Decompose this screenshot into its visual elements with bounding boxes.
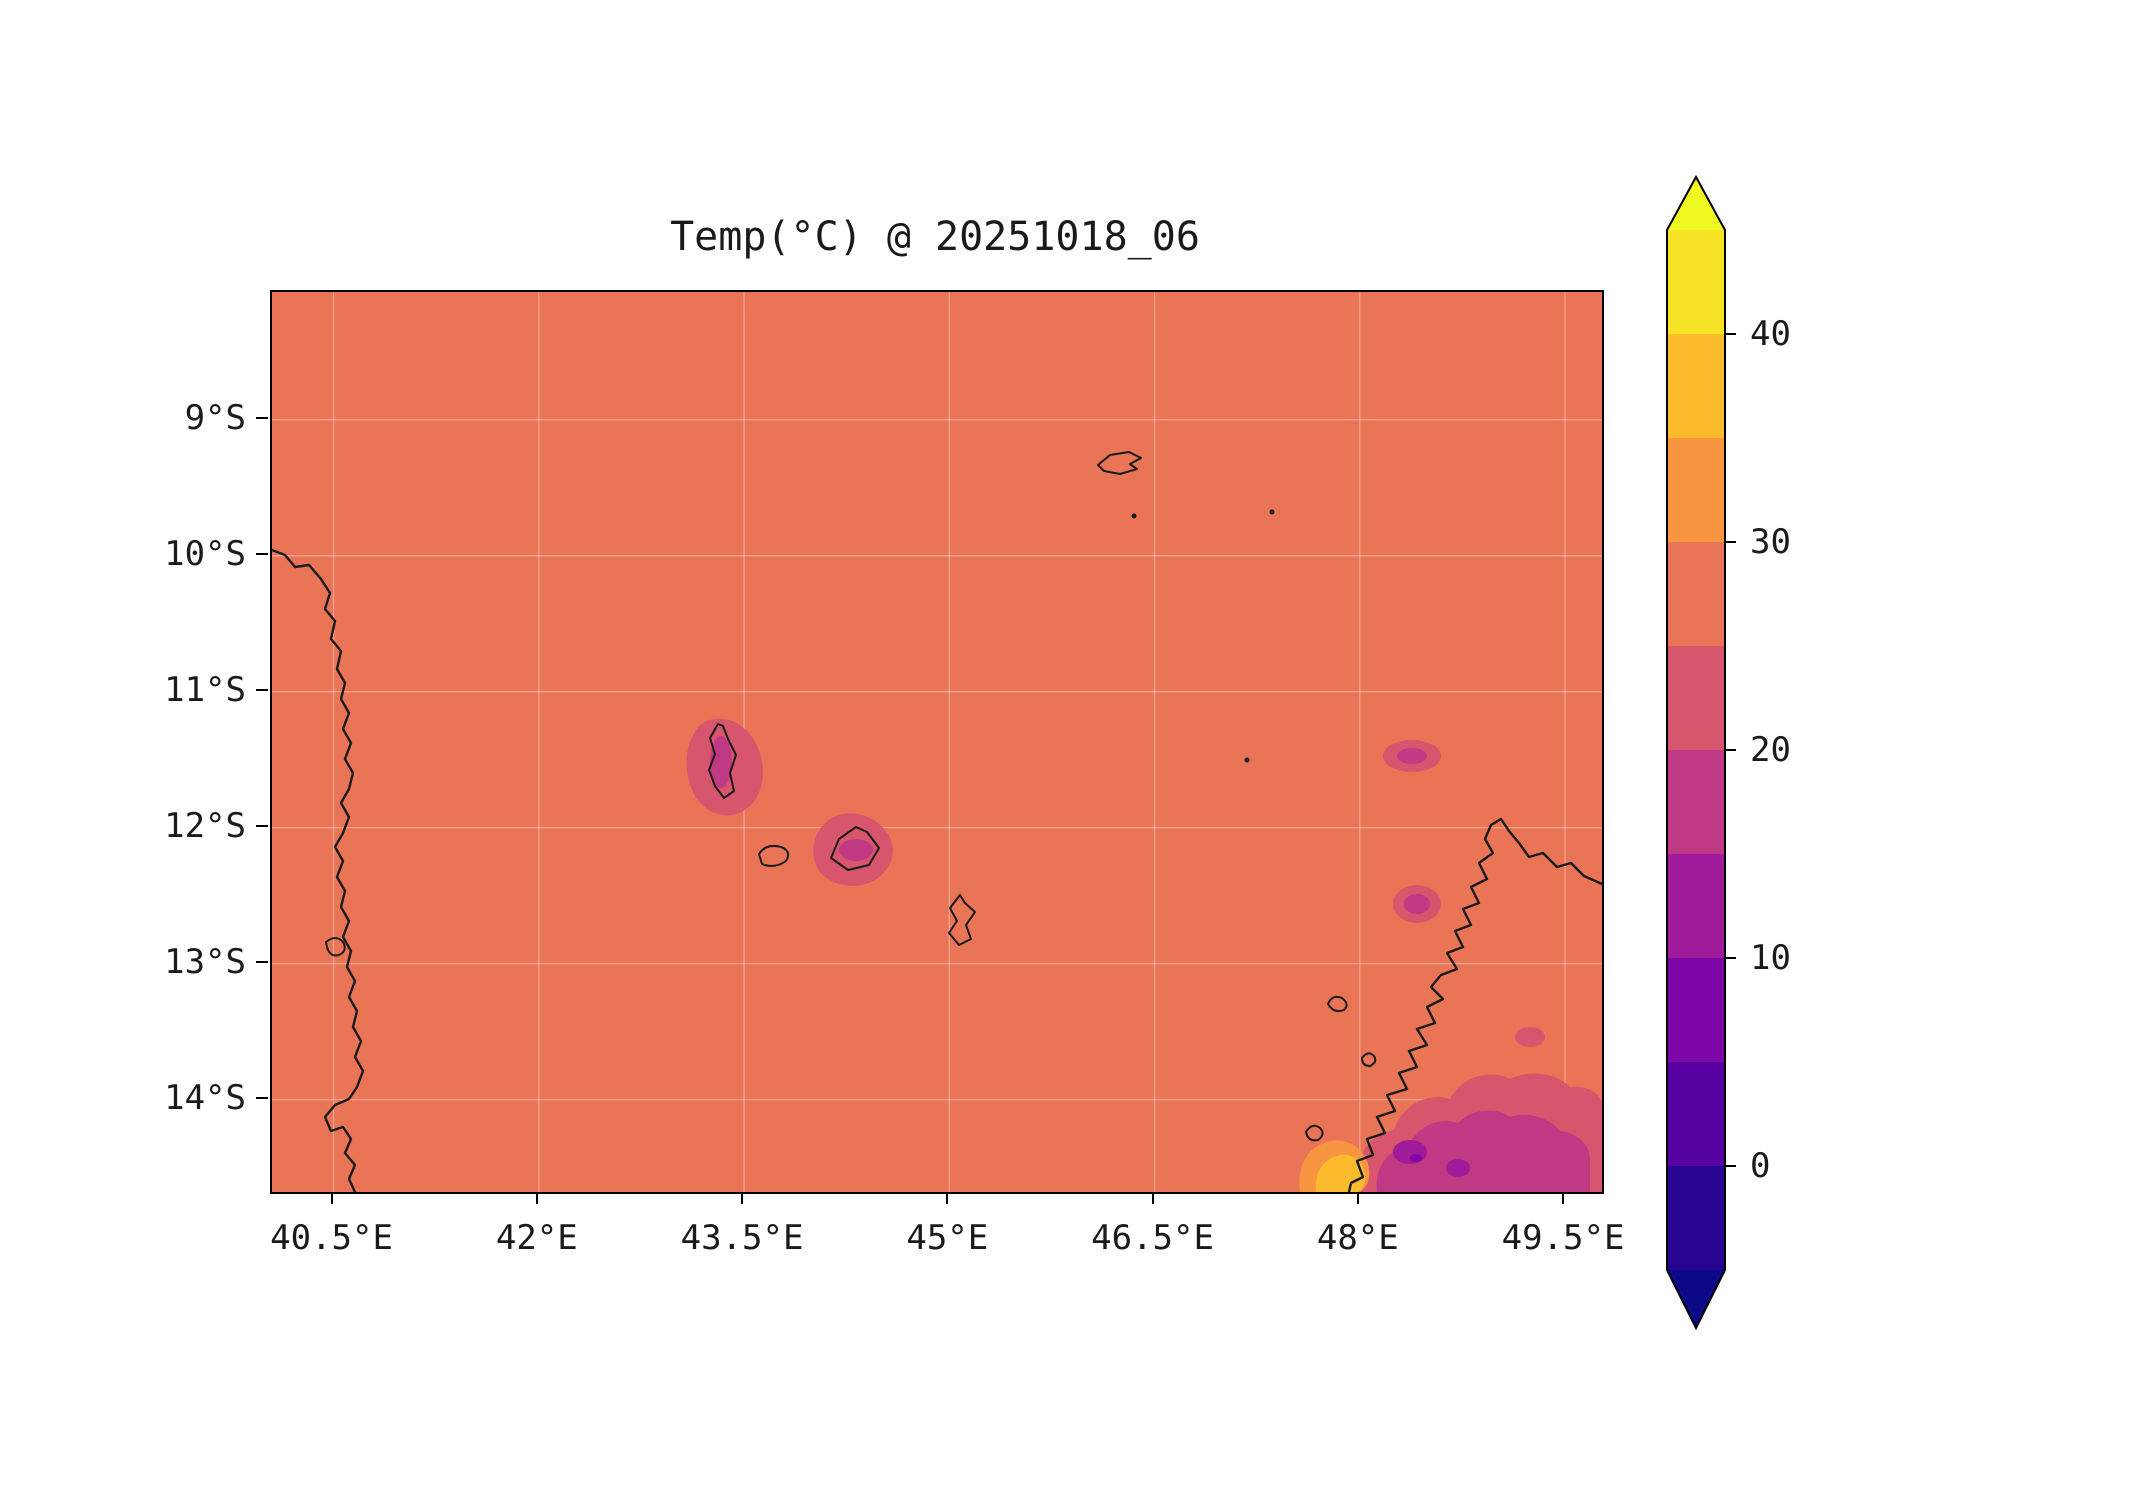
x-tick-mark — [1562, 1192, 1565, 1204]
madagascar-offshore-islet-2 — [1361, 1052, 1377, 1067]
colorbar-outline — [1666, 175, 1726, 1330]
colorbar-band — [1667, 438, 1725, 543]
colorbar-band — [1667, 230, 1725, 335]
colorbar-band — [1667, 1062, 1725, 1167]
x-tick-label: 49.5°E — [1501, 1218, 1625, 1258]
y-tick-label: 10°S — [164, 533, 246, 574]
colorbar-over-arrow — [1667, 177, 1725, 230]
map-plot-area — [270, 290, 1604, 1194]
colorbar — [1666, 175, 1736, 1330]
sea-surface-fill — [272, 292, 1602, 1192]
mozambique-coastline — [272, 548, 365, 1192]
y-tick-mark — [256, 552, 268, 555]
colorbar-band — [1667, 750, 1725, 855]
y-tick-label: 12°S — [164, 805, 246, 846]
coastlines — [272, 451, 1602, 1192]
y-tick-mark — [256, 960, 268, 963]
colorbar-tick-label: 10 — [1750, 938, 1791, 978]
contour-purple-spot-1 — [1393, 1140, 1427, 1164]
colorbar-tick-label: 20 — [1750, 730, 1791, 770]
y-tick-label: 13°S — [164, 941, 246, 982]
gridlines — [272, 292, 1602, 1192]
colorbar-band — [1667, 854, 1725, 959]
contour-deep-purple-spot — [1410, 1154, 1422, 1162]
colorbar-under-arrow — [1667, 1270, 1725, 1328]
colorbar-tick-label: 30 — [1750, 522, 1791, 562]
x-tick-label: 40.5°E — [270, 1218, 393, 1258]
x-tick-label: 45°E — [906, 1218, 989, 1258]
colorbar-band — [1667, 958, 1725, 1063]
x-tick-mark — [741, 1192, 744, 1204]
contour-purple-spot-2 — [1446, 1159, 1470, 1177]
map-canvas — [272, 292, 1602, 1192]
temperature-contours — [686, 718, 1602, 1192]
islet-speck-1 — [1131, 513, 1137, 519]
y-tick-label: 14°S — [164, 1077, 246, 1118]
colorbar-tick-label: 0 — [1750, 1146, 1771, 1186]
madagascar-offshore-islet-3 — [1305, 1124, 1324, 1142]
islet-speck-2 — [1269, 509, 1275, 515]
contour-cool-patch-offshore-inner — [1397, 748, 1427, 764]
x-tick-label: 46.5°E — [1091, 1218, 1214, 1258]
x-tick-label: 43.5°E — [680, 1218, 804, 1258]
contour-madagascar-cool-inner — [1376, 1110, 1590, 1192]
y-tick-label: 9°S — [184, 397, 246, 438]
grande-comore-outline — [708, 723, 737, 799]
x-tick-mark — [1151, 1192, 1154, 1204]
contour-cool-patch-small — [1515, 1027, 1545, 1047]
colorbar-tick-label: 40 — [1750, 314, 1791, 354]
x-tick-mark — [946, 1192, 949, 1204]
contour-cool-patch-ne-tip-inner — [1404, 894, 1430, 914]
aldabra-atoll-outline — [1097, 451, 1142, 475]
x-tick-mark — [535, 1192, 538, 1204]
y-tick-mark — [256, 416, 268, 419]
madagascar-coastline — [1347, 817, 1602, 1192]
colorbar-band — [1667, 542, 1725, 647]
y-tick-mark — [256, 824, 268, 827]
y-tick-mark — [256, 1096, 268, 1099]
x-tick-label: 42°E — [495, 1218, 578, 1258]
moheli-outline — [758, 844, 790, 867]
y-tick-mark — [256, 688, 268, 691]
x-tick-mark — [330, 1192, 333, 1204]
mozambique-coastal-islet — [325, 937, 346, 957]
contour-anjouan-core — [839, 839, 873, 861]
plot-title: Temp(°C) @ 20251018_06 — [670, 214, 1200, 260]
mayotte-outline — [948, 894, 976, 946]
x-tick-mark — [1356, 1192, 1359, 1204]
islet-speck-3 — [1244, 757, 1250, 763]
anjouan-outline — [830, 826, 880, 871]
y-tick-label: 11°S — [164, 669, 246, 710]
x-tick-label: 48°E — [1316, 1218, 1399, 1258]
contour-grande-comore-core — [710, 736, 732, 788]
colorbar-band — [1667, 646, 1725, 751]
colorbar-band — [1667, 1166, 1725, 1271]
colorbar-band — [1667, 334, 1725, 439]
madagascar-offshore-islet-1 — [1327, 995, 1348, 1013]
